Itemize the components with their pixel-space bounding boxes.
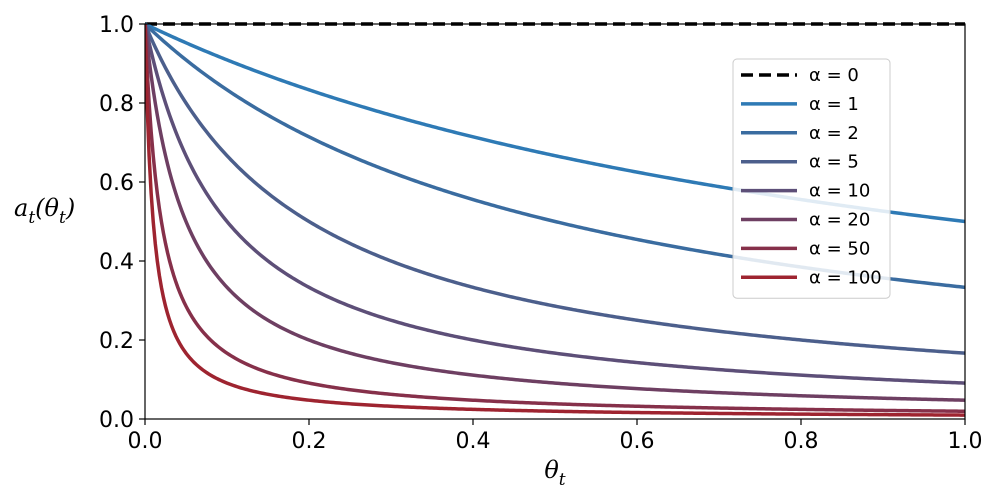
y-tick-label: 1.0 [99, 13, 134, 38]
x-tick-label: 0.0 [128, 429, 163, 454]
axes [144, 23, 966, 420]
legend-label: α = 50 [809, 238, 870, 259]
y-axis-title-part: (θ [35, 194, 59, 222]
ticks: 0.0 0.2 0.4 0.6 0.8 1.0 0.0 0.2 0.4 0.6 0.8 1.0 [99, 13, 983, 454]
series-line-5 [145, 23, 965, 402]
legend-label: α = 1 [809, 94, 859, 115]
y-axis-title-part: a [14, 194, 28, 222]
legend-label: α = 2 [809, 123, 859, 144]
x-tick-label: 0.8 [784, 429, 819, 454]
legend-label: α = 100 [809, 267, 882, 288]
legend-label: α = 10 [809, 181, 870, 202]
y-tick-label: 0.4 [99, 250, 134, 275]
axes-frame [144, 23, 966, 420]
series-line-7 [145, 23, 965, 417]
series-line-6 [145, 23, 965, 413]
y-tick-label: 0.0 [99, 408, 134, 433]
x-axis-title-sub: t [559, 470, 566, 490]
y-axis-title-part: t [59, 208, 66, 228]
legend-label: α = 5 [809, 152, 859, 173]
x-tick-label: 1.0 [948, 429, 983, 454]
y-tick-label: 0.6 [99, 171, 134, 196]
x-axis-title-main: θ [544, 456, 559, 484]
legend-label: α = 20 [809, 210, 870, 231]
x-tick-label: 0.2 [292, 429, 327, 454]
x-tick-label: 0.4 [456, 429, 491, 454]
legend-label: α = 0 [809, 65, 859, 86]
y-axis-title: at(θt) [14, 194, 75, 228]
x-axis-title: θt [544, 456, 565, 490]
series-line-3 [145, 23, 965, 355]
legend-box [732, 58, 891, 299]
series-line-4 [145, 23, 965, 385]
y-axis-title-part: t [28, 208, 35, 228]
x-tick-label: 0.6 [620, 429, 655, 454]
y-axis-title-part: ) [65, 194, 75, 222]
legend: α = 0 α = 1 α = 2 α = 5 α = 10 α = 20 α = 50 α … [732, 58, 891, 299]
y-tick-label: 0.8 [99, 92, 134, 117]
y-tick-label: 0.2 [99, 329, 134, 354]
